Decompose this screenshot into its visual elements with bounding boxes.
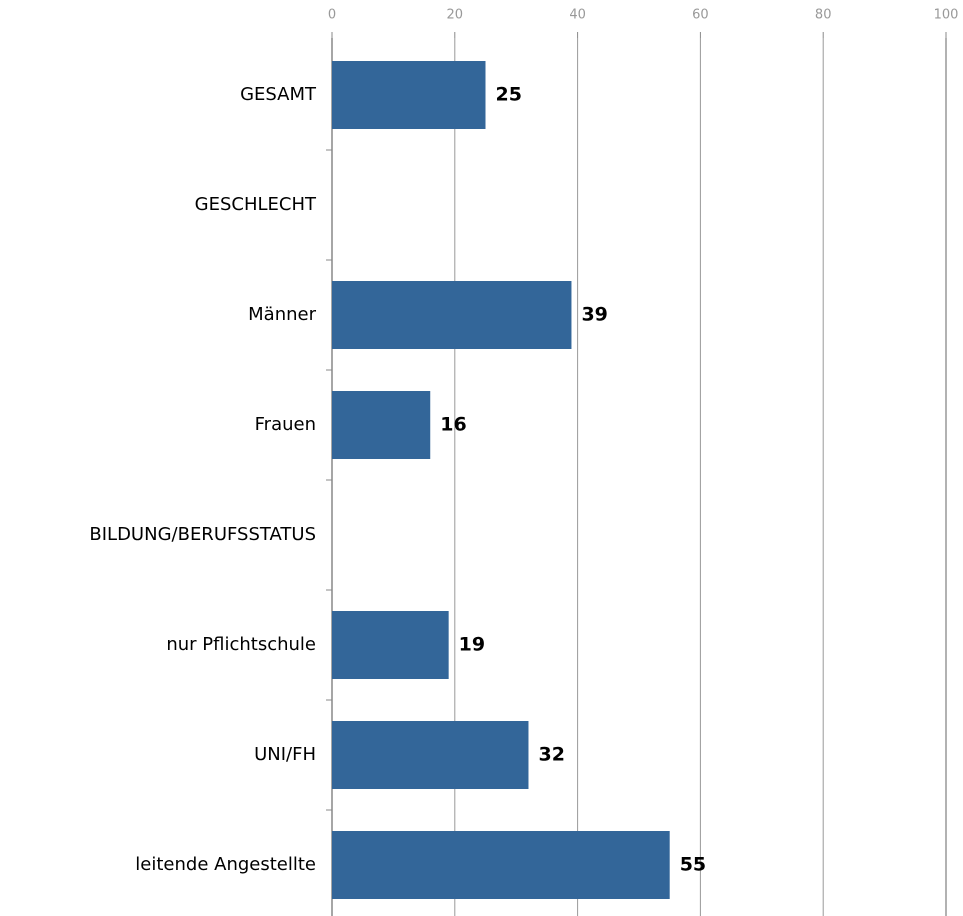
data-label: 16 <box>440 414 466 436</box>
bar <box>332 61 486 129</box>
x-tick-label: 60 <box>692 8 709 23</box>
data-label: 39 <box>581 304 607 326</box>
data-label: 19 <box>459 634 485 656</box>
y-tick-label: Frauen <box>255 414 316 435</box>
bar <box>332 721 529 789</box>
y-tick-label: nur Pflichtschule <box>166 634 316 655</box>
bar <box>332 611 449 679</box>
bar <box>332 831 670 899</box>
data-label: 55 <box>680 854 706 876</box>
y-tick-label: leitende Angestellte <box>135 854 316 875</box>
y-tick-label: BILDUNG/BERUFSSTATUS <box>89 524 316 545</box>
bar <box>332 391 431 459</box>
y-tick-label: UNI/FH <box>254 744 316 765</box>
x-tick-label: 100 <box>934 8 959 23</box>
x-tick-label: 80 <box>815 8 832 23</box>
x-tick-label: 20 <box>447 8 464 23</box>
y-tick-label: GESCHLECHT <box>195 194 317 215</box>
data-label: 32 <box>538 744 564 766</box>
x-tick-label: 0 <box>328 8 336 23</box>
bar <box>332 281 572 349</box>
data-label: 25 <box>496 84 522 106</box>
x-tick-label: 40 <box>569 8 586 23</box>
y-tick-label: GESAMT <box>240 84 317 105</box>
y-tick-label: Männer <box>248 304 316 325</box>
